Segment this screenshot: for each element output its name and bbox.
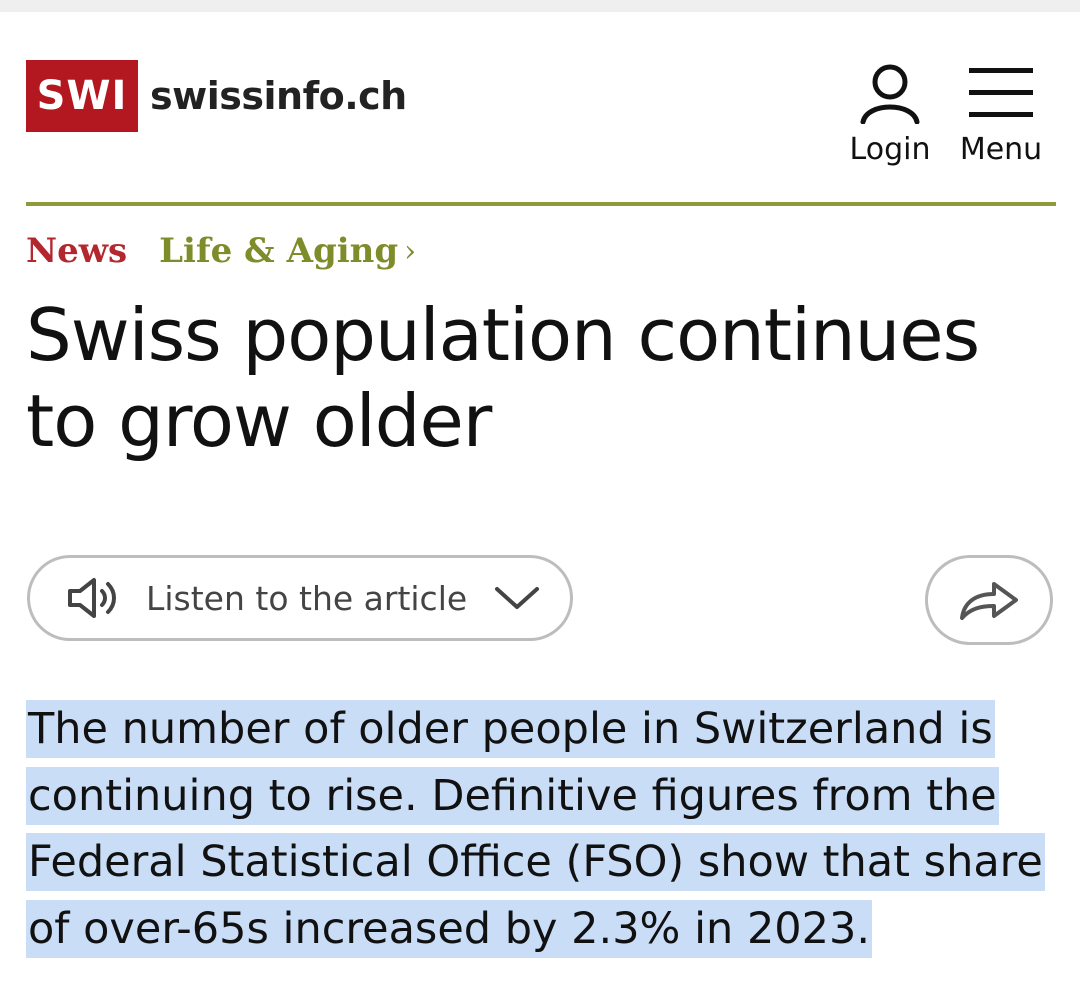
- menu-label: Menu: [959, 132, 1043, 167]
- breadcrumb-topic-link[interactable]: Life & Aging: [159, 231, 399, 271]
- selected-lead-text: The number of older people in Switzerlan…: [26, 700, 1045, 958]
- chevron-right-icon: ›: [404, 233, 417, 269]
- breadcrumb-news-link[interactable]: News: [26, 231, 128, 271]
- article-lead: The number of older people in Switzerlan…: [26, 696, 1066, 962]
- menu-button[interactable]: Menu: [953, 62, 1049, 172]
- browser-top-strip: [0, 0, 1080, 12]
- breadcrumb: News Life & Aging ›: [26, 226, 416, 276]
- login-label: Login: [849, 132, 931, 167]
- site-header: SWI swissinfo.ch Login Menu: [0, 12, 1080, 202]
- speaker-icon: [68, 578, 116, 618]
- user-icon: [860, 64, 920, 124]
- login-button[interactable]: Login: [843, 62, 937, 172]
- logo-badge: SWI: [26, 60, 138, 132]
- header-divider: [26, 202, 1056, 206]
- chevron-down-icon: [495, 587, 540, 609]
- listen-article-button[interactable]: Listen to the article: [27, 555, 573, 641]
- hamburger-icon: [969, 68, 1033, 117]
- site-logo[interactable]: SWI swissinfo.ch: [26, 60, 407, 132]
- logo-text: swissinfo.ch: [150, 74, 407, 118]
- share-icon: [960, 582, 1018, 620]
- article-title: Swiss population continues to grow older: [26, 293, 980, 463]
- listen-label: Listen to the article: [146, 578, 468, 618]
- share-button[interactable]: [925, 555, 1053, 645]
